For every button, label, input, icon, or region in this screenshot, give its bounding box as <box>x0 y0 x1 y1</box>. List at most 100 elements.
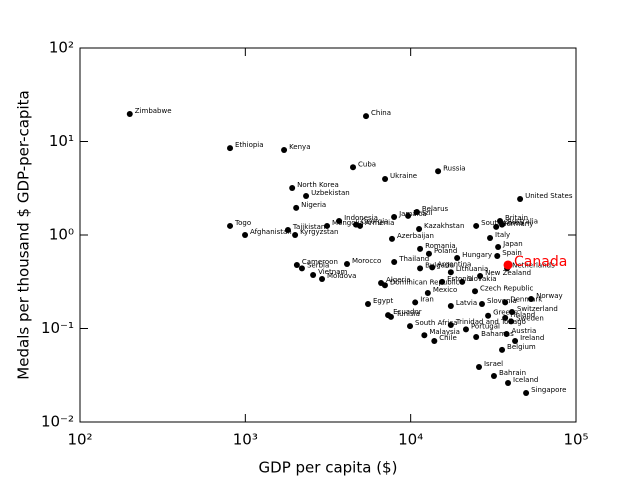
point <box>502 299 509 306</box>
point <box>424 289 431 296</box>
point <box>462 326 469 333</box>
point <box>387 313 394 320</box>
point-label: Israel <box>484 360 503 368</box>
point <box>472 288 479 295</box>
point-label: Uzbekistan <box>311 189 350 197</box>
point-label: China <box>371 109 391 117</box>
point-label: Ethiopia <box>235 141 264 149</box>
point <box>319 276 326 283</box>
point-label: Georgia <box>361 218 388 226</box>
point-label: Poland <box>434 247 457 255</box>
point <box>292 232 299 238</box>
y-tick-label: 10⁻¹ <box>41 319 74 337</box>
point <box>405 212 412 219</box>
point <box>310 272 317 279</box>
point-label: Russia <box>443 164 466 172</box>
y-tick-label: 10⁻² <box>41 413 74 431</box>
point <box>413 209 420 216</box>
point <box>407 323 414 330</box>
point <box>502 314 509 321</box>
point <box>429 264 436 271</box>
point <box>293 261 300 268</box>
point-label: Dominican Republic <box>390 278 460 286</box>
point <box>478 300 485 307</box>
point <box>416 225 423 232</box>
point <box>363 113 370 120</box>
point <box>284 227 291 234</box>
point-label: Czech Republic <box>480 284 533 292</box>
point-label: Thailand <box>398 255 429 263</box>
point-label: Spain <box>502 249 522 257</box>
point <box>289 185 296 192</box>
point <box>425 250 432 257</box>
point-label: Egypt <box>373 297 393 305</box>
point-label: Togo <box>234 219 251 227</box>
point-label: Mongolia <box>332 219 364 227</box>
point-label: United States <box>525 192 573 200</box>
point-label: Denmark <box>510 295 543 303</box>
point-label: Singapore <box>531 386 566 394</box>
point-label: North Korea <box>297 181 339 189</box>
point-label: Chile <box>439 334 457 342</box>
point-label: Netherlands <box>512 261 555 269</box>
point-label: Nigeria <box>301 201 326 209</box>
point <box>447 322 454 329</box>
point-label: Azerbaijan <box>397 232 434 240</box>
point <box>350 164 357 171</box>
point <box>503 260 513 270</box>
point-label: Tunisia <box>395 310 420 318</box>
point <box>473 222 480 229</box>
point-label: Armenia <box>365 219 394 227</box>
point <box>293 204 300 211</box>
point-label: Kazakhstan <box>424 222 464 230</box>
point <box>357 222 364 229</box>
y-tick-label: 10¹ <box>49 132 74 150</box>
point <box>435 168 442 175</box>
point-label: Greece <box>493 309 518 317</box>
point-label: Canada <box>514 254 567 270</box>
point-label: Jamaica <box>398 210 427 218</box>
point <box>490 373 497 380</box>
point <box>523 390 530 397</box>
point <box>473 334 480 341</box>
point-label: Slovakia <box>467 275 496 283</box>
point-label: Japan <box>502 240 523 248</box>
point <box>475 364 482 371</box>
point <box>499 221 506 228</box>
point <box>391 259 398 266</box>
y-tick-label: 10⁰ <box>49 226 74 244</box>
point <box>477 273 484 280</box>
point-label: Ireland <box>520 334 544 342</box>
x-tick-label: 10⁴ <box>398 431 423 449</box>
point-label: Trinidad and Tobago <box>455 318 526 326</box>
point-label: Iceland <box>513 376 538 384</box>
point-label: Iran <box>420 295 434 303</box>
point <box>381 282 388 289</box>
point-label: Indonesia <box>344 214 378 222</box>
point <box>365 300 372 307</box>
point-label: Belarus <box>422 205 449 213</box>
point-label: Argentina <box>437 260 471 268</box>
point-label: Brazil <box>413 209 433 217</box>
point-label: Serbia <box>307 261 329 269</box>
point <box>459 278 466 285</box>
point <box>493 223 500 230</box>
point-label: Estonia <box>447 275 473 283</box>
point-label: Britain <box>505 214 528 222</box>
point <box>494 253 501 260</box>
point-label: Kenya <box>289 143 310 151</box>
point-label: Mexico <box>433 286 457 294</box>
point <box>499 346 506 353</box>
point-label: Belgium <box>507 343 536 351</box>
point <box>242 232 249 238</box>
point <box>391 213 398 220</box>
point <box>495 243 502 250</box>
y-tick-label: 10² <box>49 39 74 57</box>
point <box>227 145 234 152</box>
point <box>508 309 515 316</box>
point <box>487 234 494 241</box>
point-label: Algeria <box>386 276 411 284</box>
x-tick-label: 10⁵ <box>563 431 588 449</box>
point <box>417 265 424 272</box>
